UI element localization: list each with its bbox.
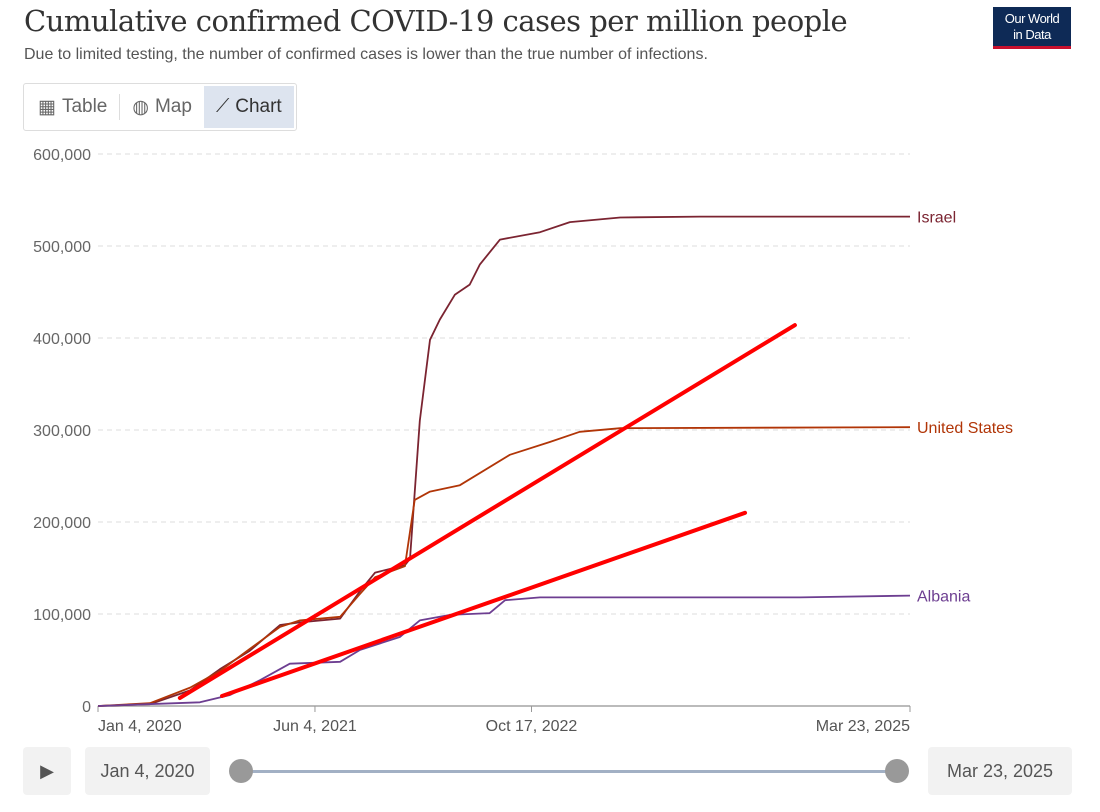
timeline-end-handle[interactable]	[885, 759, 909, 783]
chart-subtitle: Due to limited testing, the number of co…	[24, 46, 708, 63]
timeline-start-handle[interactable]	[229, 759, 253, 783]
play-icon: ▶	[40, 760, 54, 781]
timeline-track[interactable]	[240, 770, 897, 773]
line-chart: 0 100,000 200,000 300,000 400,000 500,000 600,…	[33, 147, 1013, 735]
series-line-albania	[97, 594, 911, 707]
series-label: United States	[917, 420, 1013, 437]
series-line-united-states	[97, 426, 911, 707]
y-tick-label: 600,000	[33, 147, 91, 164]
chart-title: Cumulative confirmed COVID-19 cases per …	[24, 4, 848, 38]
view-tabs: ▦ Table ◍ Map ⟋ Chart	[23, 83, 297, 131]
y-tick-label: 500,000	[33, 239, 91, 256]
y-tick-label: 400,000	[33, 331, 91, 348]
y-tick-label: 100,000	[33, 607, 91, 624]
series-label: Israel	[917, 210, 956, 227]
annotation-trend-line	[177, 323, 797, 700]
owid-logo[interactable]: Our World in Data	[993, 7, 1071, 49]
divider	[119, 94, 121, 120]
line-chart-icon: ⟋	[215, 96, 230, 117]
end-date-label[interactable]: Mar 23, 2025	[928, 747, 1072, 795]
play-button[interactable]: ▶	[23, 747, 71, 795]
tab-map[interactable]: ◍ Map	[132, 96, 192, 118]
tab-table[interactable]: ▦ Table	[38, 96, 108, 118]
table-icon: ▦	[38, 96, 56, 118]
x-tick-label: Mar 23, 2025	[816, 718, 910, 735]
start-date-label[interactable]: Jan 4, 2020	[85, 747, 210, 795]
series-label: Albania	[917, 589, 970, 606]
x-tick-label: Jun 4, 2021	[273, 718, 357, 735]
series-line-israel	[97, 215, 910, 707]
x-tick-label: Oct 17, 2022	[486, 718, 578, 735]
tab-chart[interactable]: ⟋ Chart	[203, 86, 294, 128]
y-tick-label: 200,000	[33, 515, 91, 532]
y-tick-label: 0	[82, 699, 91, 716]
globe-icon: ◍	[132, 96, 149, 118]
y-tick-label: 300,000	[33, 423, 91, 440]
annotation-trend-line	[220, 510, 748, 698]
x-tick-label: Jan 4, 2020	[98, 718, 182, 735]
